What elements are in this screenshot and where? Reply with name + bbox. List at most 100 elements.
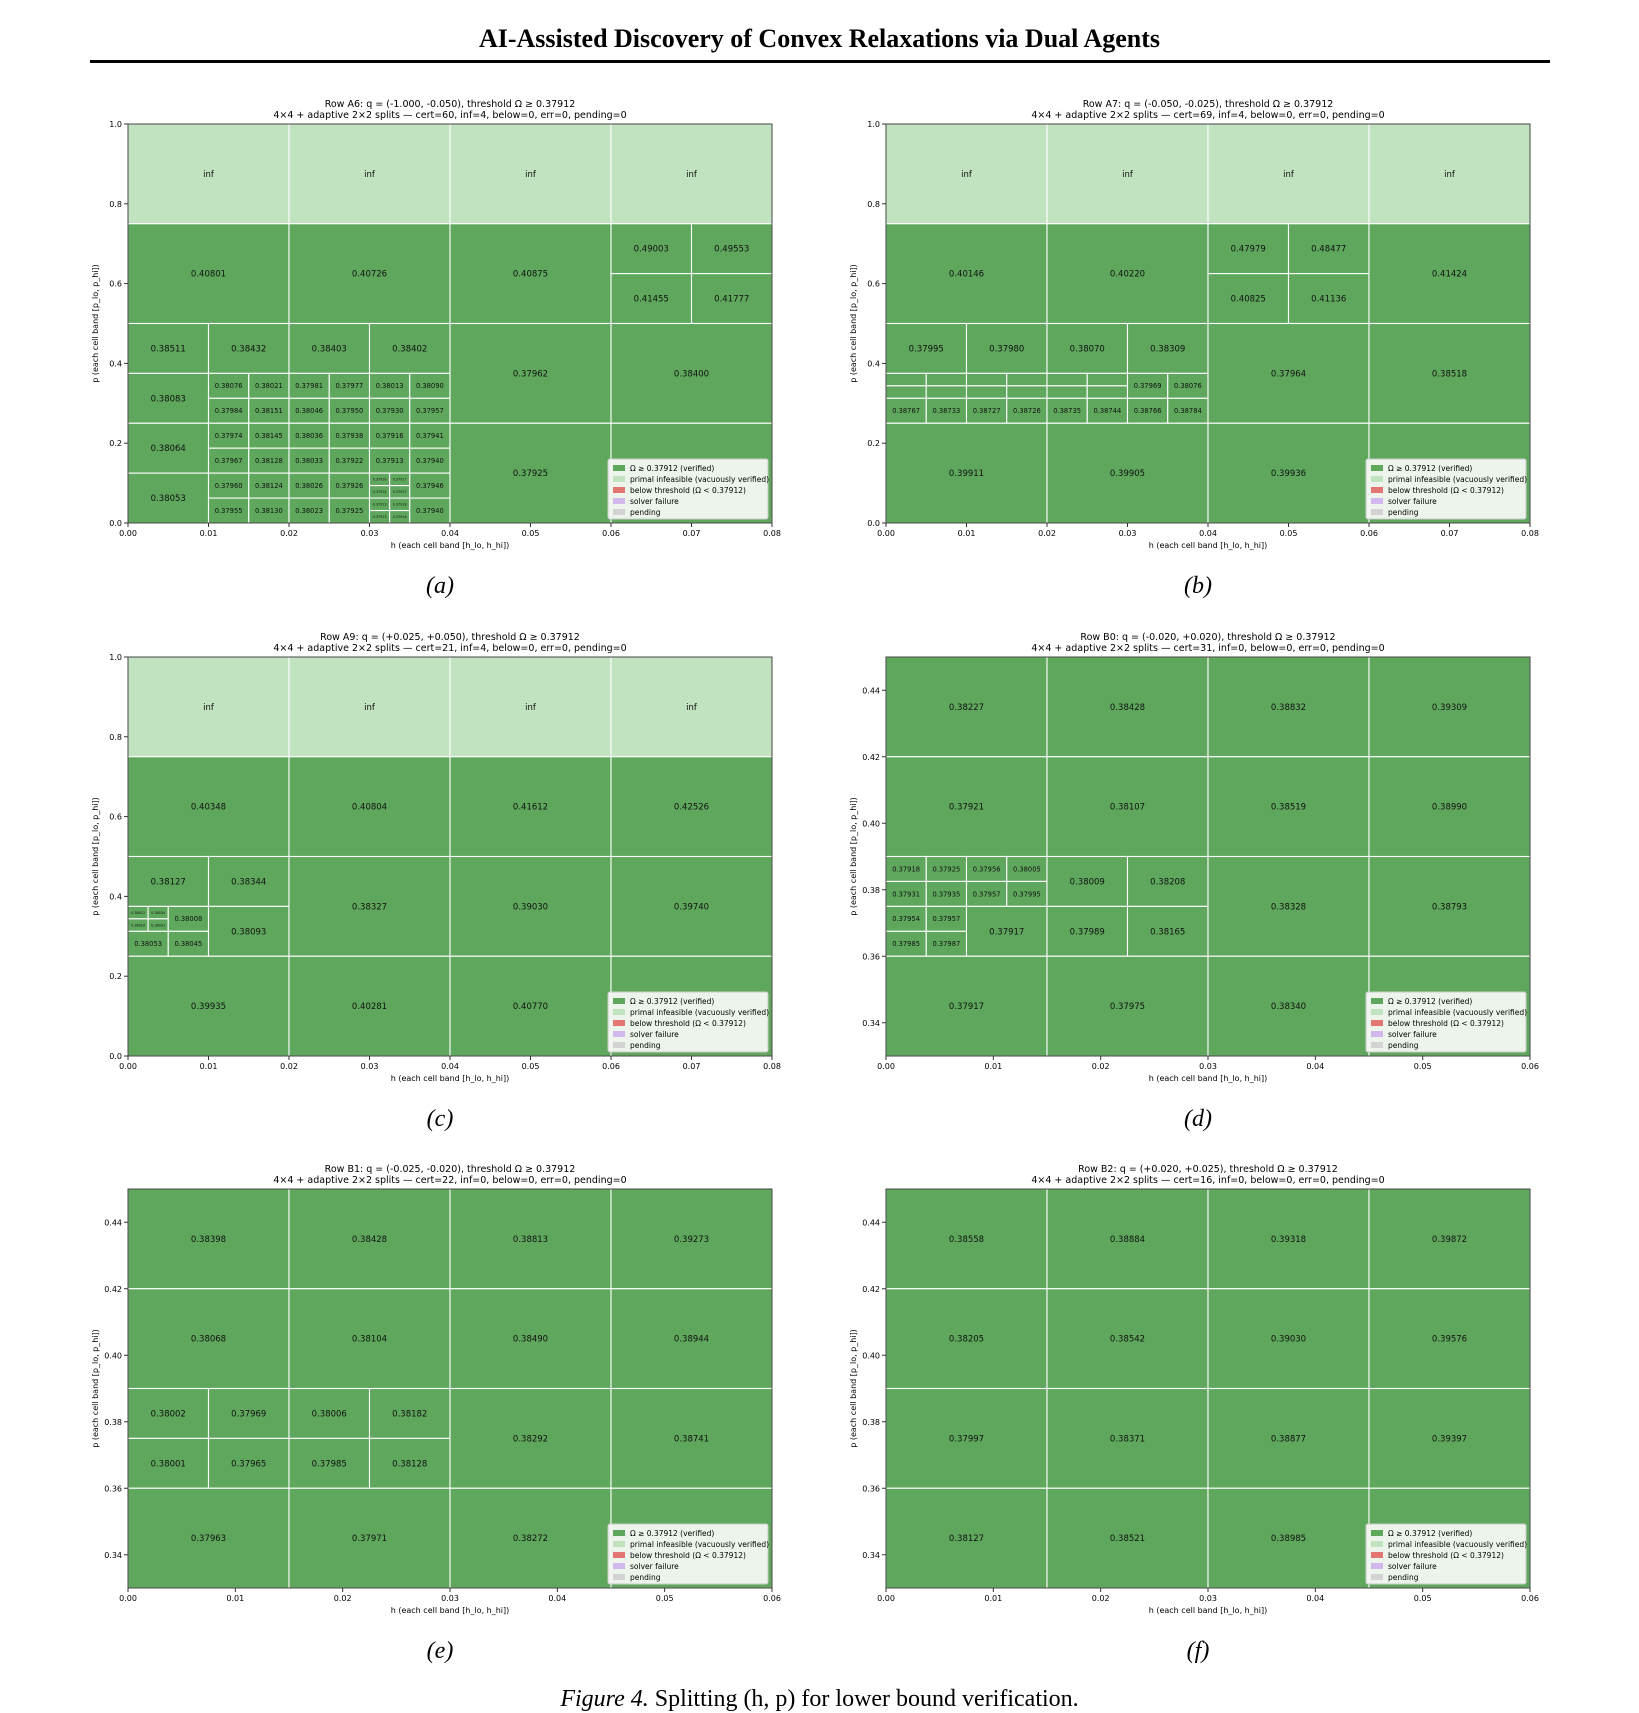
cell-value-label: 0.37938 xyxy=(336,432,364,440)
legend-box xyxy=(1365,458,1527,520)
cell-value-label: 0.38990 xyxy=(1432,803,1467,813)
cell-value-label: 0.38766 xyxy=(1134,407,1162,415)
heatmap-cell xyxy=(1368,855,1531,957)
subfigure-label-a: (a) xyxy=(426,573,454,599)
chart-subtitle: 4×4 + adaptive 2×2 splits — cert=31, inf… xyxy=(1031,643,1384,654)
legend-entry: primal infeasible (vacuously verified) xyxy=(630,1540,769,1549)
legend-entry: Ω ≥ 0.37912 (verified) xyxy=(630,1529,714,1538)
legend-swatch xyxy=(613,1530,625,1536)
cell-value-label: 0.39935 xyxy=(191,1002,226,1012)
legend-entry: primal infeasible (vacuously verified) xyxy=(630,475,769,484)
y-tick-label: 0.38 xyxy=(862,886,880,895)
heatmap-cell xyxy=(610,273,693,325)
legend-swatch xyxy=(1371,487,1383,493)
cell-value-label: 0.38053 xyxy=(134,940,162,948)
cell-value-label: inf xyxy=(1444,170,1456,180)
cell-value-label: 0.37960 xyxy=(215,482,243,490)
heatmap-cell xyxy=(449,422,612,524)
cell-value-label: 0.38008 xyxy=(175,915,203,923)
cell-value-label: 0.37940 xyxy=(416,457,444,465)
legend-box xyxy=(1365,1523,1527,1585)
heatmap-cell xyxy=(288,322,371,374)
legend-swatch xyxy=(613,1031,625,1037)
cell-value-label: 0.37989 xyxy=(1070,927,1105,937)
heatmap-cell xyxy=(1006,372,1048,387)
cell-value-label: 0.40146 xyxy=(949,270,984,280)
heatmap-cell xyxy=(965,372,1008,387)
y-tick-label: 0.2 xyxy=(867,439,880,448)
y-tick-label: 0.40 xyxy=(104,1351,122,1360)
x-tick-label: 0.05 xyxy=(522,529,540,538)
heatmap-cell xyxy=(409,497,451,524)
y-tick-label: 0.40 xyxy=(862,819,880,828)
cell-value-label: 0.38340 xyxy=(1271,1002,1306,1012)
cell-value-label: 0.39309 xyxy=(1432,703,1467,713)
x-tick-label: 0.03 xyxy=(361,1062,379,1071)
heatmap-cell xyxy=(449,656,612,758)
legend-entry: Ω ≥ 0.37912 (verified) xyxy=(1388,1529,1472,1538)
y-tick-label: 0.4 xyxy=(109,359,122,368)
chart-subtitle: 4×4 + adaptive 2×2 splits — cert=21, inf… xyxy=(273,643,626,654)
legend-swatch xyxy=(613,1563,625,1569)
legend-swatch xyxy=(1371,509,1383,515)
legend-swatch xyxy=(1371,465,1383,471)
cell-value-label: 0.38046 xyxy=(295,407,323,415)
cell-value-label: inf xyxy=(686,170,698,180)
cell-value-label: 0.38031 xyxy=(151,923,165,927)
legend-swatch xyxy=(613,465,625,471)
cell-value-label: 0.38793 xyxy=(1432,902,1467,912)
heatmap-cell xyxy=(1126,322,1209,374)
cell-value-label: 0.37918 xyxy=(892,865,920,873)
cell-value-label: 0.38400 xyxy=(674,369,709,379)
cell-value-label: 0.38076 xyxy=(215,382,243,390)
cell-value-label: 0.39273 xyxy=(674,1235,709,1245)
legend-entry: solver failure xyxy=(630,1562,679,1571)
x-tick-label: 0.07 xyxy=(683,529,701,538)
x-tick-label: 0.02 xyxy=(1092,1594,1110,1603)
cell-value-label: 0.38402 xyxy=(392,344,427,354)
page-title: AI-Assisted Discovery of Convex Relaxati… xyxy=(478,24,1161,53)
x-tick-label: 0.08 xyxy=(1521,529,1539,538)
cell-value-label: 0.38327 xyxy=(352,902,387,912)
x-tick-label: 0.01 xyxy=(200,1062,218,1071)
cell-value-label: 0.38727 xyxy=(973,407,1001,415)
y-tick-label: 0.4 xyxy=(109,892,122,901)
y-tick-label: 0.36 xyxy=(862,952,880,961)
cell-value-label: 0.37935 xyxy=(933,890,961,898)
subfigure-label-b: (b) xyxy=(1184,573,1212,599)
chart-subtitle: 4×4 + adaptive 2×2 splits — cert=60, inf… xyxy=(273,110,626,121)
legend-swatch xyxy=(613,998,625,1004)
x-tick-label: 0.00 xyxy=(877,529,895,538)
x-tick-label: 0.00 xyxy=(877,1062,895,1071)
y-tick-label: 0.40 xyxy=(862,1351,880,1360)
y-tick-label: 0.42 xyxy=(862,753,880,762)
x-tick-label: 0.05 xyxy=(522,1062,540,1071)
y-tick-label: 0.42 xyxy=(862,1285,880,1294)
subfigure-label-c: (c) xyxy=(426,1106,454,1132)
x-tick-label: 0.02 xyxy=(1092,1062,1110,1071)
heatmap-cell xyxy=(288,855,451,957)
cell-value-label: 0.37918 xyxy=(393,502,407,506)
x-tick-label: 0.03 xyxy=(1199,1594,1217,1603)
cell-value-label: 0.38428 xyxy=(1110,703,1145,713)
heatmap-cell xyxy=(1046,372,1088,387)
y-tick-label: 0.6 xyxy=(109,813,122,822)
cell-value-label: 0.38036 xyxy=(295,432,323,440)
legend-entry: Ω ≥ 0.37912 (verified) xyxy=(630,464,714,473)
cell-value-label: 0.41455 xyxy=(634,295,669,305)
cell-value-label: 0.39318 xyxy=(1271,1235,1306,1245)
cell-value-label: 0.37967 xyxy=(215,457,243,465)
heatmap-cell xyxy=(127,1487,290,1589)
heatmap-cell xyxy=(1046,123,1209,225)
cell-value-label: 0.38741 xyxy=(674,1434,709,1444)
x-tick-label: 0.07 xyxy=(683,1062,701,1071)
legend-entry: primal infeasible (vacuously verified) xyxy=(630,1008,769,1017)
y-axis-label: p (each cell band [p_lo, p_hi]) xyxy=(91,264,100,383)
legend-swatch xyxy=(1371,1020,1383,1026)
x-tick-label: 0.01 xyxy=(200,529,218,538)
legend: Ω ≥ 0.37912 (verified) primal infeasible … xyxy=(607,991,769,1053)
x-tick-label: 0.03 xyxy=(441,1594,459,1603)
y-tick-label: 0.0 xyxy=(867,519,880,528)
y-tick-label: 0.8 xyxy=(109,733,122,742)
heatmap-cell xyxy=(127,756,290,858)
